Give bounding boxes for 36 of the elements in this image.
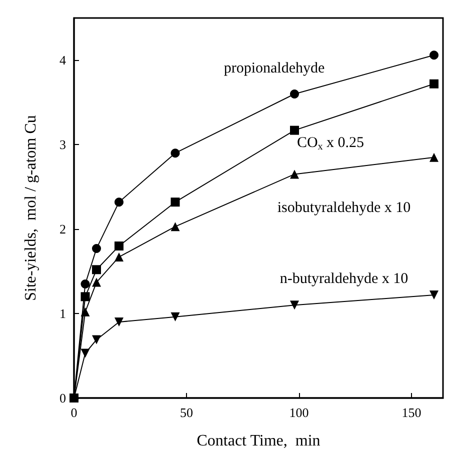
x-tick-label: 0 [70, 405, 78, 420]
x-axis-title: Contact Time, min [196, 432, 320, 450]
x-tick-label: 100 [289, 405, 309, 420]
series-label: isobutyraldehyde x 10 [277, 200, 411, 216]
y-tick-label: 0 [60, 390, 66, 406]
point [170, 148, 180, 158]
point [114, 252, 124, 262]
y-tick-label: 2 [60, 222, 66, 237]
point [170, 312, 180, 322]
point [80, 280, 90, 288]
point [114, 198, 124, 207]
point [92, 265, 101, 274]
y-tick-label: 3 [60, 137, 66, 152]
y-axis-title: Site-yields, mol / g-atom Cu [22, 115, 40, 301]
point [290, 126, 299, 135]
point [114, 242, 124, 250]
point [290, 170, 299, 179]
point [92, 335, 101, 344]
point [430, 152, 438, 162]
point [290, 300, 299, 310]
x-tick-label: 150 [402, 405, 422, 420]
point [92, 278, 101, 287]
point [290, 90, 299, 98]
x-tick-label: 50 [180, 405, 193, 420]
point [170, 198, 180, 207]
point [92, 244, 101, 254]
point [80, 348, 90, 358]
series-label: propionaldehyde [224, 60, 325, 77]
series-label: n-butyraldehyde x 10 [280, 270, 408, 287]
point [170, 222, 180, 232]
point [114, 318, 124, 326]
y-tick-label: 1 [60, 306, 66, 322]
point [430, 290, 438, 300]
point [430, 79, 438, 88]
point [430, 50, 438, 60]
y-tick-label: 4 [60, 52, 66, 68]
